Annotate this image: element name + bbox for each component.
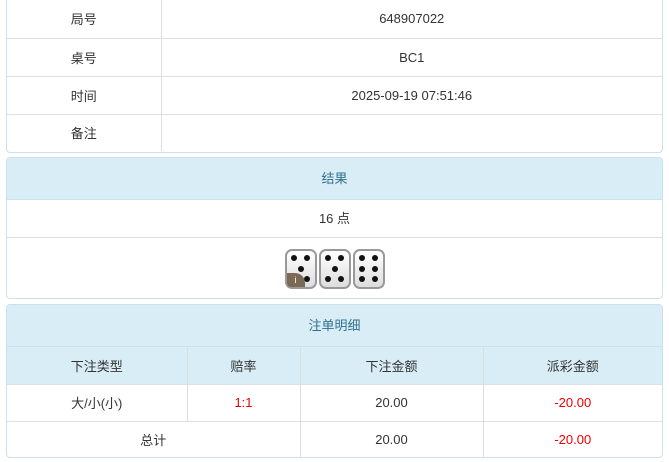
- label: 时间: [7, 75, 161, 114]
- row-table: 桌号 BC1: [7, 37, 662, 76]
- pip: [371, 276, 378, 283]
- bet-header-row: 下注类型 赔率 下注金额 派彩金额: [7, 347, 662, 384]
- pip: [337, 275, 344, 282]
- pip: [297, 265, 304, 272]
- result-points: 16 点: [7, 200, 662, 238]
- pip: [325, 255, 332, 262]
- payout: -20.00: [482, 383, 662, 421]
- result-panel: 结果 16 点 i: [6, 157, 663, 299]
- die-5: [318, 248, 351, 289]
- pip: [291, 255, 298, 262]
- col-payout: 派彩金额: [482, 347, 662, 384]
- bet-amount: 20.00: [299, 383, 483, 421]
- table-row: 大/小(小) 1:1 20.00 -20.00: [7, 383, 662, 421]
- total-amount: 20.00: [299, 420, 483, 457]
- note: [160, 113, 662, 151]
- label: 局号: [70, 12, 97, 28]
- label: 备注: [7, 113, 161, 151]
- round-number: 648907022: [160, 0, 662, 38]
- die-5: i: [284, 248, 317, 289]
- row-note: 备注: [7, 113, 662, 151]
- pip: [359, 276, 366, 283]
- row-time: 时间 2025-09-19 07:51:46: [7, 75, 662, 114]
- bet-details-title: 注单明细: [7, 305, 662, 347]
- col-bet-type: 下注类型: [70, 358, 123, 374]
- info-icon[interactable]: i: [286, 272, 305, 287]
- total-payout: -20.00: [482, 420, 662, 457]
- row-round-number: 局号 648907022: [7, 0, 662, 38]
- odds: 1:1: [186, 383, 300, 421]
- pip: [303, 275, 310, 282]
- pip: [331, 265, 338, 272]
- pip: [359, 254, 366, 261]
- pip: [303, 255, 310, 262]
- pip: [371, 265, 378, 272]
- label: 桌号: [7, 37, 161, 76]
- bet-type: 大/小(小): [7, 383, 187, 421]
- table-number: BC1: [160, 37, 662, 76]
- die-6: [352, 248, 385, 289]
- time: 2025-09-19 07:51:46: [160, 75, 662, 114]
- round-info-panel: 局号 648907022 桌号 BC1 时间 2025-09-19 07:51:46 …: [6, 0, 663, 153]
- pip: [325, 275, 332, 282]
- pip: [371, 254, 378, 261]
- total-row: 总计 20.00 -20.00: [7, 420, 662, 457]
- pip: [359, 265, 366, 272]
- result-title: 结果: [7, 158, 662, 200]
- bet-details-panel: 注单明细 下注类型 赔率 下注金额 派彩金额 大/小(小) 1:1 20.00 …: [6, 304, 663, 458]
- col-bet-amount: 下注金额: [299, 347, 483, 384]
- total-label: 总计: [7, 420, 300, 457]
- col-odds: 赔率: [186, 347, 300, 384]
- pip: [337, 255, 344, 262]
- dice-group: i: [284, 248, 385, 289]
